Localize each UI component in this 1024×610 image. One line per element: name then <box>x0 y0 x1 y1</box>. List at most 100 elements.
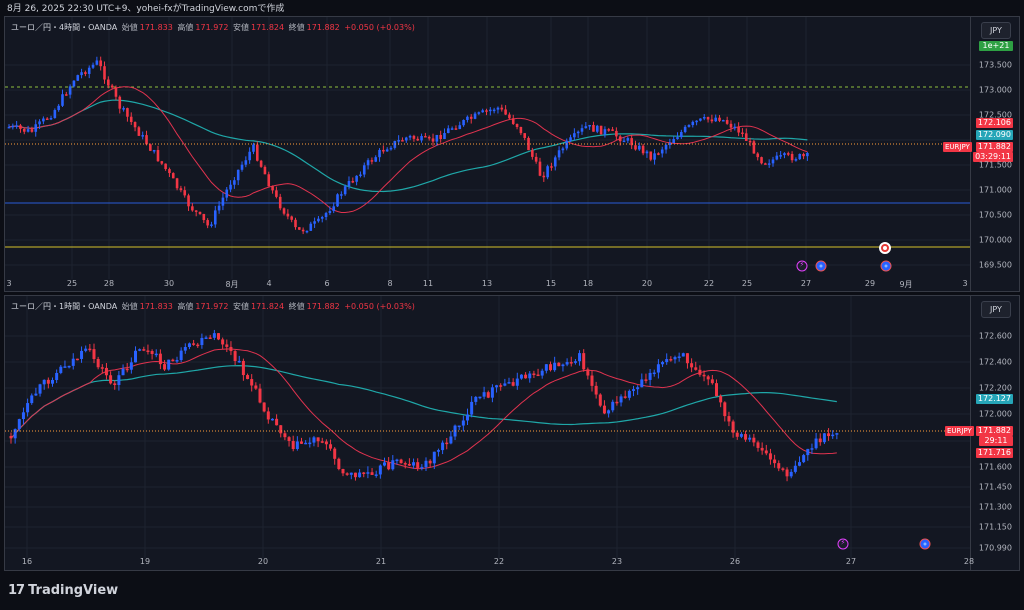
candle-body <box>462 119 465 126</box>
candle-body <box>781 468 785 470</box>
candle-body <box>191 206 194 211</box>
candle-body <box>217 205 221 211</box>
legend-low-label: 安値 <box>233 23 250 32</box>
economic-event-icon[interactable] <box>815 260 827 272</box>
candle-body <box>515 123 519 128</box>
candle-body <box>150 351 154 355</box>
price-plot-1h[interactable] <box>5 296 971 558</box>
candle-body <box>109 375 113 384</box>
candle-body <box>301 229 305 232</box>
candle-body <box>588 124 591 127</box>
candle-body <box>565 140 569 149</box>
candle-body <box>435 134 439 142</box>
candle-body <box>408 135 412 138</box>
candle-body <box>779 155 782 157</box>
candle-body <box>569 362 573 364</box>
candle-body <box>439 134 442 139</box>
candle-body <box>67 365 71 368</box>
candle-body <box>278 196 282 209</box>
time-axis-4h[interactable]: 3 25 28 30 8月 4 6 8 11 13 15 18 20 22 25… <box>5 279 1019 291</box>
price-plot-4h[interactable] <box>5 17 971 279</box>
countdown-tag: 03:29:11 <box>973 152 1013 162</box>
candle-body <box>714 117 717 122</box>
legend-open: 171.833 <box>139 302 173 311</box>
candle-body <box>578 353 582 362</box>
price-scale-4h[interactable]: JPY 1e+21 173.500 173.000 172.500 172.10… <box>970 17 1019 291</box>
candle-body <box>241 360 245 376</box>
ma-fast-line <box>8 86 808 214</box>
time-label: 28 <box>963 557 975 566</box>
candle-body <box>279 425 283 434</box>
price-tick: 170.990 <box>978 543 1012 553</box>
candle-body <box>395 459 399 462</box>
candle-body <box>275 418 279 426</box>
tradingview-logo[interactable]: 17 TradingView <box>8 583 118 598</box>
candle-body <box>254 385 258 389</box>
candle-body <box>154 353 158 356</box>
legend-open-label: 始値 <box>121 23 138 32</box>
ma-cyan-tag: 172.090 <box>975 130 1013 140</box>
candle-body <box>798 462 801 466</box>
candle-body <box>366 472 370 474</box>
candle-body <box>573 361 577 363</box>
lightning-event-icon[interactable] <box>837 538 849 550</box>
candle-body <box>798 153 802 160</box>
lightning-event-icon[interactable] <box>796 260 808 272</box>
candle-body <box>718 117 721 121</box>
currency-button[interactable]: JPY <box>981 301 1011 318</box>
candle-body <box>760 157 763 164</box>
candle-body <box>59 366 63 373</box>
candle-body <box>80 72 83 76</box>
candle-body <box>118 96 122 109</box>
candle-body <box>337 458 341 469</box>
candle-body <box>523 133 526 138</box>
candle-body <box>210 224 213 226</box>
chart-pane-1h[interactable]: ユーロ／円・1時間・OANDA 始値 171.833 高値 171.972 安値 17… <box>4 295 1020 571</box>
chart-pane-4h[interactable]: ユーロ／円・4時間・OANDA 始値 171.833 高値 171.972 安値 17… <box>4 16 1020 292</box>
candle-body <box>225 344 229 347</box>
candle-body <box>546 166 549 178</box>
candle-body <box>457 425 461 428</box>
economic-event-icon[interactable] <box>880 260 892 272</box>
legend-close-label: 終値 <box>288 23 305 32</box>
candle-body <box>38 384 42 394</box>
legend-close: 171.882 <box>306 302 340 311</box>
candle-body <box>320 441 324 443</box>
candle-body <box>664 144 668 150</box>
candle-body <box>445 442 449 445</box>
candle-body <box>266 411 270 420</box>
candle-body <box>431 138 435 142</box>
candle-body <box>461 420 465 426</box>
price-scale-1h[interactable]: JPY 172.600 172.400 172.200 172.127 172.… <box>970 296 1019 570</box>
currency-button[interactable]: JPY <box>981 22 1011 39</box>
candle-body <box>225 189 229 198</box>
candle-body <box>638 145 641 150</box>
candle-body <box>412 462 416 466</box>
candle-body <box>237 360 241 363</box>
candle-body <box>370 472 374 475</box>
candle-body <box>519 127 523 134</box>
candle-body <box>722 120 725 122</box>
candle-body <box>341 468 345 474</box>
candle-body <box>640 379 644 388</box>
header-bar: 8月 26, 2025 22:30 UTC+9、yohei-fxがTrading… <box>0 0 1024 14</box>
candle-body <box>149 144 152 151</box>
dividend-event-icon[interactable] <box>879 242 891 254</box>
economic-event-icon[interactable] <box>919 538 931 550</box>
candle-body <box>802 455 806 463</box>
ma-red-tag: 171.716 <box>975 448 1013 458</box>
candle-body <box>84 72 87 74</box>
candle-body <box>240 164 244 170</box>
candle-body <box>538 161 542 176</box>
candle-body <box>46 379 50 384</box>
time-axis-1h[interactable]: 16 19 20 21 22 23 26 27 28 <box>5 557 1019 570</box>
candle-body <box>294 219 297 228</box>
candle-body <box>370 160 374 162</box>
candle-body <box>275 190 278 197</box>
candle-body <box>511 118 515 124</box>
candle-body <box>152 150 156 152</box>
candle-body <box>835 433 839 435</box>
candle-body <box>793 465 797 472</box>
time-label: 6 <box>324 279 330 288</box>
candle-body <box>818 438 822 443</box>
